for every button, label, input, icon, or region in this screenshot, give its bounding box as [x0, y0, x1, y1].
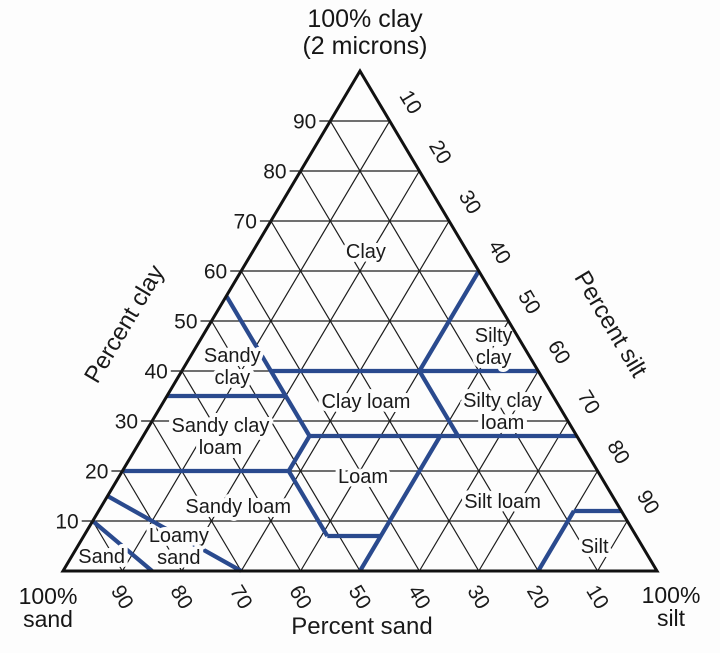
- corner-label-silt: 100% silt: [625, 584, 717, 630]
- gridline-silt-60: [418, 370, 539, 572]
- clay-tick-80: 80: [263, 161, 286, 184]
- texture-boundary-13: [536, 509, 576, 573]
- texture-boundary-8: [286, 469, 330, 538]
- clay-tick-90: 90: [293, 111, 316, 134]
- silt-tick-60: 60: [543, 336, 575, 368]
- silt-tick-30: 30: [454, 186, 486, 218]
- region-label-loamy-sand: sand: [157, 547, 200, 569]
- sand-tick-70: 70: [225, 581, 257, 613]
- texture-boundary-6: [286, 434, 312, 473]
- region-label-sandy-clay: Sandy: [204, 345, 261, 367]
- region-label-sand: Sand: [78, 546, 125, 568]
- silt-tick-90: 90: [632, 486, 664, 518]
- gridline-silt-90: [597, 520, 628, 572]
- silt-tick-70: 70: [573, 386, 605, 418]
- clay-tick-30: 30: [115, 411, 138, 434]
- texture-boundary-0: [224, 294, 312, 438]
- region-label-silt-loam: Silt loam: [464, 491, 541, 513]
- silt-tick-80: 80: [602, 436, 634, 468]
- gridline-sand-70: [151, 420, 242, 572]
- corner-label-sand: 100% sand: [3, 585, 93, 631]
- clay-tick-40: 40: [144, 361, 167, 384]
- region-label-silt: Silt: [581, 536, 609, 558]
- texture-boundary-10: [358, 434, 442, 573]
- region-label-clay-loam: Clay loam: [321, 391, 410, 413]
- texture-boundaries: [91, 269, 622, 573]
- gridline-silt-30: [240, 220, 450, 572]
- clay-tick-50: 50: [174, 311, 197, 334]
- sand-tick-20: 20: [522, 581, 554, 613]
- axis-title-percent-silt: Percent silt: [569, 266, 653, 382]
- region-label-silty-clay-loam: loam: [481, 412, 524, 434]
- corner-label-clay-line2: (2 microns): [302, 32, 428, 60]
- region-label-loam: Loam: [338, 466, 388, 488]
- clay-tick-60: 60: [204, 261, 227, 284]
- silt-tick-20: 20: [424, 136, 456, 168]
- texture-boundary-3: [417, 269, 481, 373]
- corner-label-clay: 100% clay (2 microns): [255, 6, 475, 60]
- region-label-silty-clay-loam: Silty clay: [463, 390, 542, 412]
- silt-tick-40: 40: [483, 236, 515, 268]
- gridline-sand-30: [270, 220, 480, 572]
- corner-label-sand-line1: 100%: [18, 583, 78, 609]
- texture-boundary-12: [91, 519, 154, 573]
- clay-tick-10: 10: [55, 511, 78, 534]
- sand-tick-10: 10: [581, 581, 613, 613]
- region-label-loamy-sand: Loamy: [149, 525, 209, 547]
- region-label-silty-clay: Silty: [475, 325, 513, 347]
- silt-tick-10: 10: [394, 86, 426, 118]
- texture-boundary-11: [106, 494, 243, 573]
- texture-boundary-4: [417, 369, 460, 438]
- gridline-silt-70: [478, 420, 569, 572]
- corner-label-silt-line2: silt: [656, 605, 686, 631]
- triangle-outline-group: [60, 68, 660, 573]
- sand-tick-40: 40: [403, 581, 435, 613]
- sand-tick-60: 60: [284, 581, 316, 613]
- silt-tick-50: 50: [513, 286, 545, 318]
- sand-tick-50: 50: [344, 581, 376, 613]
- region-label-sandy-clay-loam: Sandy clay: [171, 415, 269, 437]
- sand-tick-80: 80: [165, 581, 197, 613]
- clay-tick-70: 70: [234, 211, 257, 234]
- region-label-sandy-loam: Sandy loam: [185, 496, 291, 518]
- sand-tick-90: 90: [106, 581, 138, 613]
- region-label-silty-clay: clay: [476, 347, 512, 369]
- axis-title-percent-sand: Percent sand: [291, 613, 432, 640]
- corner-label-silt-line1: 100%: [641, 582, 701, 608]
- region-label-sandy-clay: clay: [215, 367, 251, 389]
- corner-label-clay-line1: 100% clay: [307, 5, 423, 33]
- region-label-sandy-clay-loam: loam: [199, 437, 242, 459]
- gridline-sand-50: [210, 320, 361, 572]
- gridline-sand-10: [329, 120, 599, 572]
- gridline-sand-90: [92, 520, 123, 572]
- sand-tick-30: 30: [462, 581, 494, 613]
- corner-label-sand-line2: sand: [23, 606, 73, 632]
- region-label-clay: Clay: [346, 241, 386, 263]
- clay-tick-20: 20: [85, 461, 108, 484]
